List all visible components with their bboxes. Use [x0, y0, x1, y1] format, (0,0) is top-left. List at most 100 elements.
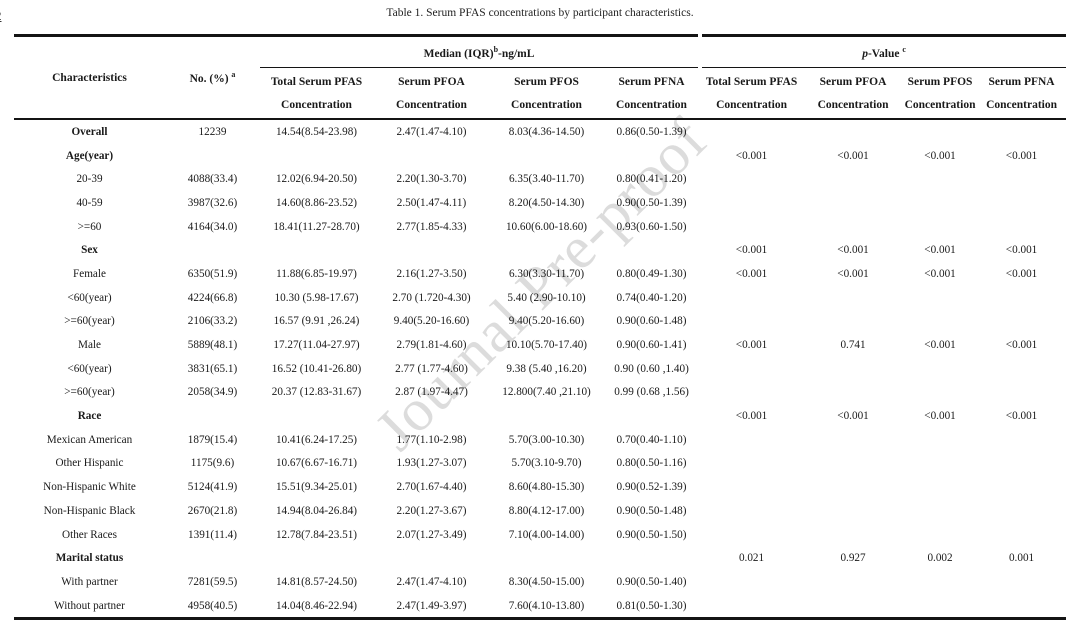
sub-column-header: Serum PFNA Concentration: [977, 67, 1067, 120]
cell-value: 2.47(1.47-4.10): [396, 575, 467, 588]
row-label: >=60: [77, 220, 102, 233]
group-header-p-value: p-Value c: [700, 34, 1067, 68]
cell-value: 14.60(8.86-23.52): [275, 196, 358, 209]
cell-value: 2.50(1.47-4.11): [396, 196, 467, 209]
cell-value: [903, 286, 977, 310]
cell-value: 0.80(0.50-1.16): [616, 457, 687, 470]
sub-column-header: Serum PFOS Concentration: [903, 67, 978, 120]
pfas-table: Characteristics No. (%) a Median (IQR)b-…: [14, 34, 1067, 621]
cell-no-pct: [165, 144, 260, 168]
cell-value: [603, 238, 700, 262]
cell-value: 10.41(6.24-17.25): [275, 433, 358, 446]
sub-header-line2: Concentration: [616, 99, 687, 111]
cell-no-pct: 3987(32.6): [187, 196, 238, 209]
sub-header-line2: Concentration: [986, 99, 1057, 111]
row-label: Female: [73, 267, 106, 280]
cell-no-pct: 2670(21.8): [187, 504, 238, 517]
cell-no-pct: 2058(34.9): [187, 386, 238, 399]
cell-value: 0.021: [738, 552, 765, 565]
row-label: >=60(year): [64, 386, 115, 399]
cell-value: <0.001: [1005, 410, 1038, 423]
group-header-median-iqr: Median (IQR)b-ng/mL: [260, 34, 703, 68]
cell-value: [903, 523, 977, 547]
cell-no-pct: 4088(33.4): [187, 173, 238, 186]
table-header: Characteristics No. (%) a Median (IQR)b-…: [14, 34, 1067, 120]
row-label: Other Races: [62, 528, 117, 541]
cell-value: [977, 428, 1066, 452]
table-container: Characteristics No. (%) a Median (IQR)b-…: [14, 34, 1067, 621]
cell-value: 5.70(3.10-9.70): [511, 457, 582, 470]
cell-value: 16.52 (10.41-26.80): [271, 362, 362, 375]
cell-value: [603, 144, 700, 168]
table-row: <60(year) 4224(66.8) 10.30 (5.98-17.67) 2.7…: [14, 286, 1066, 310]
cell-value: 8.03(4.36-14.50): [508, 125, 585, 138]
row-label: Non-Hispanic Black: [43, 504, 136, 517]
table-row: Mexican American 1879(15.4) 10.41(6.24-17.…: [14, 428, 1066, 452]
sub-header-line1: Serum PFOS: [907, 76, 973, 88]
row-label: <60(year): [67, 291, 112, 304]
cell-value: <0.001: [1005, 339, 1038, 352]
cell-value: 8.60(4.80-15.30): [508, 481, 585, 494]
cell-value: 10.30 (5.98-17.67): [274, 291, 359, 304]
cell-value: <0.001: [837, 244, 869, 257]
cell-value: [700, 499, 803, 523]
row-label: With partner: [61, 575, 118, 588]
cell-value: [373, 144, 490, 168]
cell-value: [490, 238, 603, 262]
cell-value: [260, 404, 373, 428]
cell-value: 2.79(1.81-4.60): [396, 339, 467, 352]
cell-value: [903, 381, 977, 405]
cell-value: [260, 238, 373, 262]
cell-value: [903, 191, 977, 215]
cell-value: <0.001: [924, 339, 956, 352]
cell-value: 15.51(9.34-25.01): [275, 481, 358, 494]
sub-header-line2: Concentration: [904, 99, 976, 111]
cell-value: [803, 570, 903, 594]
row-label: Mexican American: [46, 433, 133, 446]
cell-value: [903, 593, 978, 621]
no-pct-label: No. (%): [189, 72, 229, 85]
table-row: <60(year) 3831(65.1) 16.52 (10.41-26.80) 2.…: [14, 357, 1066, 381]
cell-value: [490, 546, 603, 570]
column-header-no-pct: No. (%) a: [165, 34, 260, 120]
cell-value: <0.001: [837, 267, 869, 280]
row-label: Overall: [71, 125, 108, 138]
median-iqr-label: Median (IQR): [423, 47, 494, 60]
cell-value: [700, 167, 803, 191]
cell-value: 7.60(4.10-13.80): [490, 593, 603, 621]
column-header-characteristics: Characteristics: [14, 34, 165, 120]
cell-value: [700, 310, 803, 334]
cell-value: 12.78(7.84-23.51): [275, 528, 358, 541]
cell-value: [903, 310, 977, 334]
cell-value: [490, 144, 603, 168]
cell-value: <0.001: [837, 410, 869, 423]
row-label: 40-59: [76, 196, 103, 209]
cell-value: <0.001: [924, 149, 956, 162]
table-row: Female 6350(51.9) 11.88(6.85-19.97) 2.16(1.…: [14, 262, 1066, 286]
cell-no-pct: 5124(41.9): [187, 481, 238, 494]
sub-header-line2: Concentration: [281, 99, 352, 111]
cell-no-pct: [165, 238, 260, 262]
cell-value: 2.20(1.30-3.70): [396, 173, 467, 186]
cell-value: [700, 357, 803, 381]
cell-value: [803, 475, 903, 499]
cell-value: [977, 191, 1066, 215]
sub-header-line2: Concentration: [511, 99, 582, 111]
cell-value: [803, 357, 903, 381]
cell-no-pct: 4224(66.8): [187, 291, 238, 304]
cell-value: 8.20(4.50-14.30): [508, 196, 585, 209]
cell-value: [260, 546, 373, 570]
cell-value: [977, 215, 1066, 239]
table-row: 20-39 4088(33.4) 12.02(6.94-20.50) 2.20(1.3…: [14, 167, 1066, 191]
sub-header-line1: Total Serum PFAS: [270, 76, 363, 88]
cell-value: 11.88(6.85-19.97): [276, 267, 357, 280]
cell-value: 0.90(0.60-1.41): [616, 339, 687, 352]
row-label: Race: [77, 410, 102, 423]
sub-header-row: Total Serum PFAS Concentration Serum PFOA C…: [14, 67, 1067, 120]
cell-value: 12.800(7.40 ,21.10): [502, 386, 591, 399]
sub-column-header: Serum PFOA Concentration: [803, 67, 904, 120]
sub-header-line1: Serum PFNA: [618, 76, 685, 88]
cell-value: [977, 119, 1066, 144]
cell-value: [803, 593, 904, 621]
cell-value: 9.40(5.20-16.60): [393, 315, 470, 328]
